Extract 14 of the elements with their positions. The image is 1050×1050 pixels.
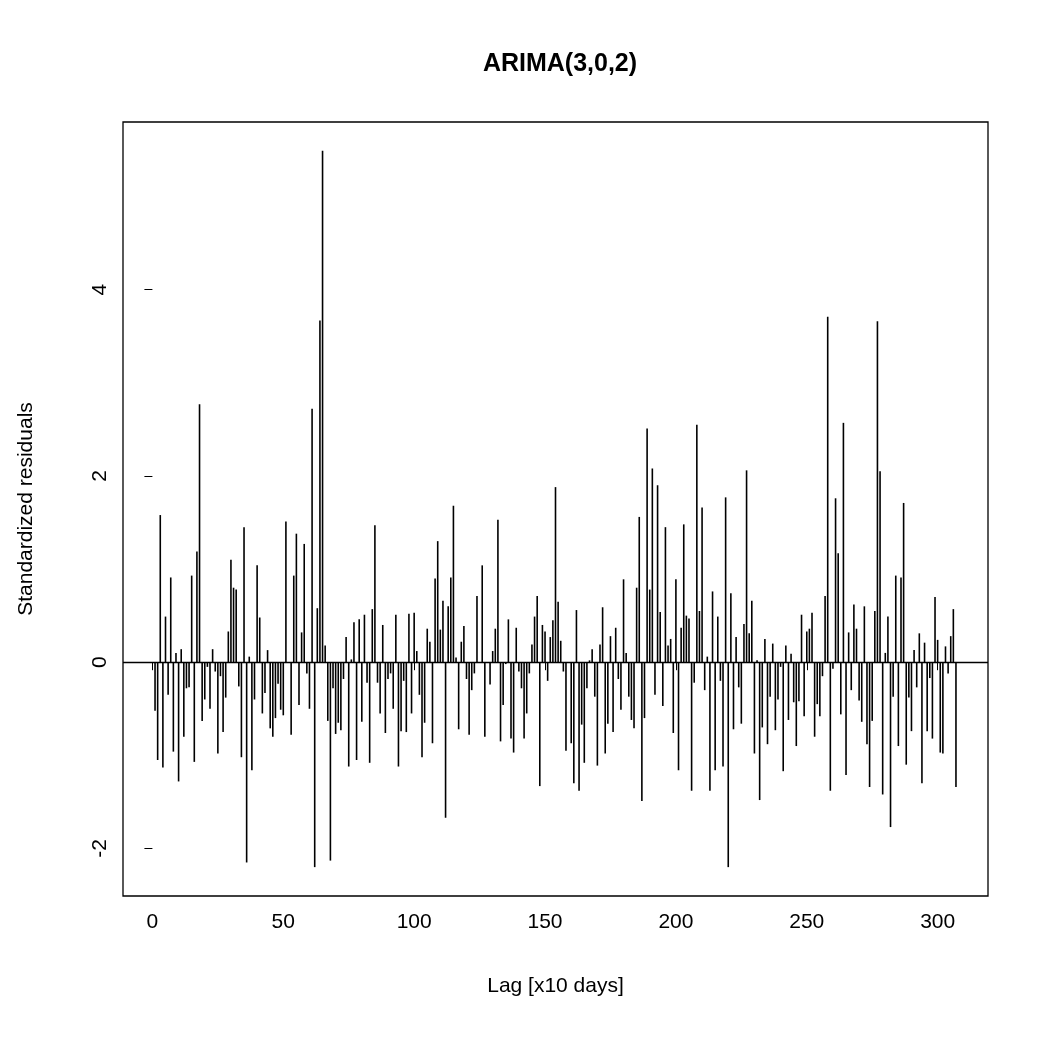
y-tick-label: 0 bbox=[87, 656, 110, 669]
x-tick-label: 100 bbox=[396, 909, 432, 932]
y-axis-title: Standardized residuals bbox=[13, 402, 36, 616]
x-tick-label: 300 bbox=[920, 909, 956, 932]
x-tick-label: 200 bbox=[658, 909, 694, 932]
x-tick-label: 0 bbox=[146, 909, 159, 932]
y-tick-label: 2 bbox=[87, 470, 110, 482]
x-tick-label: 50 bbox=[271, 909, 295, 932]
x-tick-label: 150 bbox=[527, 909, 563, 932]
chart-title: ARIMA(3,0,2) bbox=[482, 47, 638, 76]
y-tick-label: -2 bbox=[87, 839, 110, 858]
x-tick-label: 250 bbox=[789, 909, 825, 932]
y-tick-label: 4 bbox=[87, 283, 110, 296]
x-axis-title: Lag [x10 days] bbox=[487, 973, 624, 996]
